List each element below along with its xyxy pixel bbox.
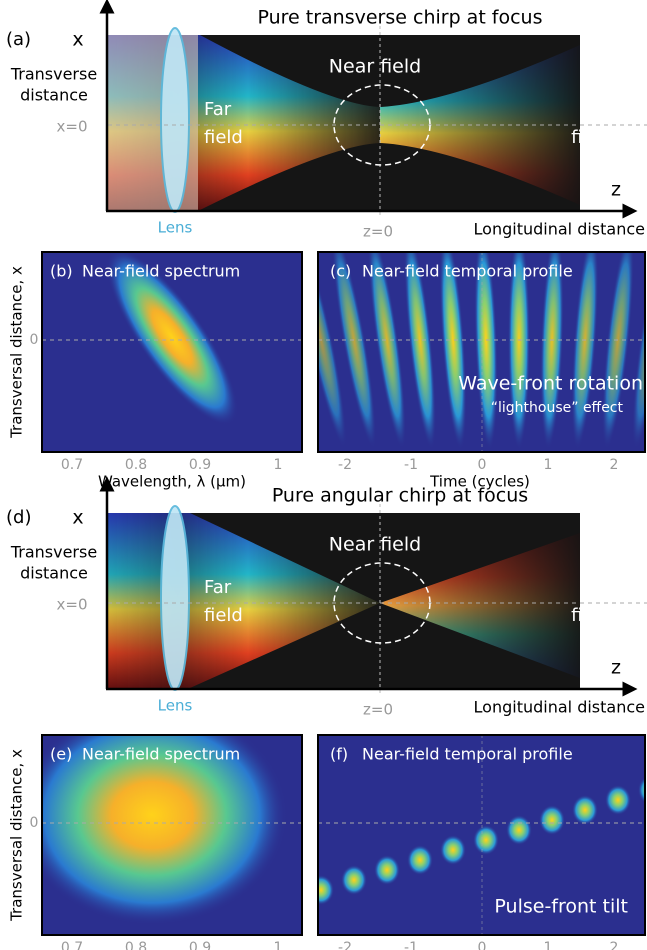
y-tick-label: 0 — [30, 815, 39, 831]
x-tick-label: -1 — [404, 457, 418, 473]
panel-label: (d) — [6, 507, 31, 528]
annotation: “lighthouse” effect — [491, 400, 624, 416]
axis-label: Transverse — [10, 543, 97, 562]
near-field-label: Near field — [329, 534, 421, 556]
pulse — [506, 815, 532, 845]
panel-title: Near-field spectrum — [82, 262, 240, 281]
x-tick-label: 1 — [274, 940, 283, 950]
lens-label: Lens — [158, 219, 193, 237]
x-tick-label: 0.8 — [125, 457, 147, 473]
x-tick-label: 2 — [610, 457, 619, 473]
x-tick-label: 0 — [478, 457, 487, 473]
panel-label: (f) — [330, 745, 348, 764]
panel-label: (c) — [330, 262, 351, 281]
x-tick-label: 0.9 — [189, 940, 211, 950]
pulse — [440, 835, 466, 865]
far-field-label: Far — [583, 99, 611, 120]
z-zero-label: z=0 — [363, 223, 393, 241]
panel-title: Near-field temporal profile — [362, 262, 573, 281]
panel-title: Near-field temporal profile — [362, 745, 573, 764]
far-field-label: field — [571, 127, 610, 148]
annotation: Pulse-front tilt — [494, 896, 628, 918]
near-field-label: Near field — [329, 56, 421, 78]
axis-label: Longitudinal distance — [474, 220, 645, 239]
far-field-label: Far — [204, 99, 232, 120]
panel-title: Pure transverse chirp at focus — [257, 7, 542, 29]
axis-label: distance — [20, 564, 88, 583]
x-tick-label: 1 — [274, 457, 283, 473]
x-tick-label: -2 — [338, 457, 352, 473]
x-tick-label: 0.7 — [61, 457, 83, 473]
axis-name: z — [611, 179, 621, 201]
lens — [161, 506, 189, 690]
x-zero-label: x=0 — [57, 596, 88, 614]
x-axis-label: Time (cycles) — [429, 473, 530, 491]
lens — [161, 28, 189, 212]
far-field-label: field — [204, 605, 243, 626]
pulse — [539, 805, 565, 835]
x-axis-label: Wavelength, λ (μm) — [98, 473, 246, 491]
x-tick-label: -2 — [338, 940, 352, 950]
figure: Pure transverse chirp at focus (a) x Transv… — [0, 0, 647, 950]
pulse — [473, 825, 499, 855]
pulse — [341, 865, 367, 895]
panel-label: (b) — [50, 262, 73, 281]
x-tick-label: 1 — [544, 457, 553, 473]
axis-label: distance — [20, 86, 88, 105]
axis-name: x — [72, 29, 83, 51]
pulse — [407, 845, 433, 875]
y-axis-label: Transversal distance, x — [8, 266, 26, 439]
x-tick-label: 0.7 — [61, 940, 83, 950]
pulse — [572, 795, 598, 825]
far-field-label: field — [571, 605, 610, 626]
x-tick-label: 0.8 — [125, 940, 147, 950]
far-field-label: field — [204, 127, 243, 148]
pulse — [308, 875, 334, 905]
axis-label: Transverse — [10, 65, 97, 84]
axis-label: Longitudinal distance — [474, 698, 645, 717]
panel-title: Near-field spectrum — [82, 745, 240, 764]
x-tick-label: 1 — [544, 940, 553, 950]
y-axis-label: Transversal distance, x — [8, 749, 26, 922]
x-tick-label: 2 — [610, 940, 619, 950]
panel-label: (e) — [50, 745, 72, 764]
y-tick-label: 0 — [30, 332, 39, 348]
z-zero-label: z=0 — [363, 701, 393, 719]
pulse — [605, 785, 631, 815]
annotation: Wave-front rotation — [458, 373, 643, 395]
x-zero-label: x=0 — [57, 118, 88, 136]
x-tick-label: -1 — [404, 940, 418, 950]
lens-label: Lens — [158, 697, 193, 715]
far-field-label: Far — [583, 577, 611, 598]
far-field-label: Far — [204, 577, 232, 598]
heatmap — [17, 705, 287, 925]
panel-label: (a) — [6, 29, 31, 50]
x-tick-label: 0 — [478, 940, 487, 950]
axis-name: z — [611, 657, 621, 679]
pulse — [374, 855, 400, 885]
x-tick-label: 0.9 — [189, 457, 211, 473]
spectrum-blob — [17, 705, 287, 925]
axis-name: x — [72, 507, 83, 529]
